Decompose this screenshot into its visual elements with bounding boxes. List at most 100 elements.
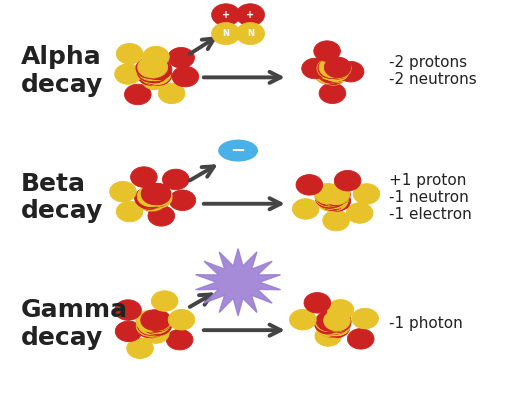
Circle shape	[143, 63, 169, 83]
Circle shape	[141, 185, 167, 206]
Circle shape	[317, 310, 344, 331]
Circle shape	[136, 311, 163, 331]
Circle shape	[139, 317, 165, 338]
Circle shape	[141, 69, 168, 90]
Circle shape	[322, 62, 348, 82]
Circle shape	[116, 43, 143, 64]
Text: Alpha
decay: Alpha decay	[20, 45, 103, 97]
Circle shape	[139, 317, 166, 337]
Text: +: +	[246, 10, 254, 20]
Circle shape	[144, 59, 171, 80]
Circle shape	[324, 61, 350, 81]
Circle shape	[110, 181, 136, 202]
Circle shape	[327, 299, 354, 320]
Circle shape	[140, 191, 166, 211]
Circle shape	[137, 186, 163, 207]
Circle shape	[325, 310, 351, 331]
Circle shape	[138, 60, 164, 81]
Circle shape	[314, 41, 340, 61]
Circle shape	[144, 64, 171, 85]
Circle shape	[324, 315, 350, 336]
Circle shape	[135, 188, 161, 208]
Circle shape	[141, 64, 168, 85]
Circle shape	[348, 329, 374, 349]
Circle shape	[317, 189, 344, 209]
Circle shape	[139, 190, 166, 211]
Circle shape	[141, 62, 168, 83]
Circle shape	[141, 183, 168, 204]
Circle shape	[323, 61, 349, 81]
Circle shape	[316, 187, 343, 208]
Circle shape	[138, 316, 165, 336]
Circle shape	[317, 316, 344, 337]
Circle shape	[321, 190, 348, 211]
Circle shape	[352, 308, 378, 329]
Circle shape	[141, 184, 168, 205]
Circle shape	[316, 188, 343, 209]
Circle shape	[124, 84, 151, 105]
Circle shape	[323, 311, 349, 331]
Circle shape	[144, 316, 170, 336]
Circle shape	[143, 46, 169, 67]
Circle shape	[318, 314, 345, 335]
Circle shape	[136, 310, 162, 331]
Circle shape	[322, 59, 349, 79]
Circle shape	[296, 175, 323, 195]
Circle shape	[324, 184, 350, 205]
Circle shape	[323, 311, 349, 332]
Circle shape	[324, 310, 350, 331]
Circle shape	[126, 338, 153, 359]
Circle shape	[142, 323, 169, 343]
Text: -1 photon: -1 photon	[389, 316, 463, 331]
Circle shape	[320, 186, 347, 206]
Circle shape	[323, 316, 350, 337]
Circle shape	[140, 64, 167, 85]
Circle shape	[145, 310, 172, 331]
Circle shape	[138, 188, 165, 209]
Circle shape	[143, 313, 170, 334]
Circle shape	[138, 57, 164, 77]
Circle shape	[315, 314, 342, 334]
Circle shape	[145, 59, 172, 80]
Circle shape	[315, 311, 342, 332]
Circle shape	[322, 61, 348, 81]
Circle shape	[315, 186, 342, 207]
Circle shape	[138, 314, 164, 335]
Circle shape	[318, 312, 345, 333]
Circle shape	[144, 186, 170, 207]
Circle shape	[140, 317, 166, 338]
Circle shape	[140, 188, 167, 209]
Circle shape	[138, 186, 164, 206]
Polygon shape	[196, 248, 281, 316]
Text: Gamma
decay: Gamma decay	[20, 298, 127, 350]
Circle shape	[141, 310, 167, 330]
Text: N: N	[247, 29, 254, 38]
Circle shape	[324, 57, 351, 78]
Circle shape	[140, 60, 167, 80]
Circle shape	[318, 317, 345, 337]
Circle shape	[319, 187, 346, 207]
Circle shape	[144, 60, 170, 81]
Circle shape	[166, 329, 193, 350]
Circle shape	[211, 23, 240, 45]
Circle shape	[315, 185, 342, 206]
Circle shape	[322, 311, 349, 331]
Circle shape	[211, 4, 240, 26]
Circle shape	[322, 191, 348, 211]
Circle shape	[168, 47, 195, 68]
Circle shape	[144, 183, 170, 204]
Circle shape	[315, 313, 342, 333]
Circle shape	[319, 190, 346, 211]
Circle shape	[137, 187, 163, 207]
Circle shape	[141, 317, 167, 337]
Circle shape	[320, 65, 347, 85]
Circle shape	[322, 316, 349, 337]
Circle shape	[139, 317, 166, 337]
Circle shape	[321, 58, 348, 78]
Circle shape	[289, 309, 316, 330]
Circle shape	[322, 314, 348, 334]
Circle shape	[346, 203, 373, 223]
Circle shape	[137, 62, 164, 82]
Circle shape	[136, 189, 162, 210]
Circle shape	[139, 317, 166, 337]
